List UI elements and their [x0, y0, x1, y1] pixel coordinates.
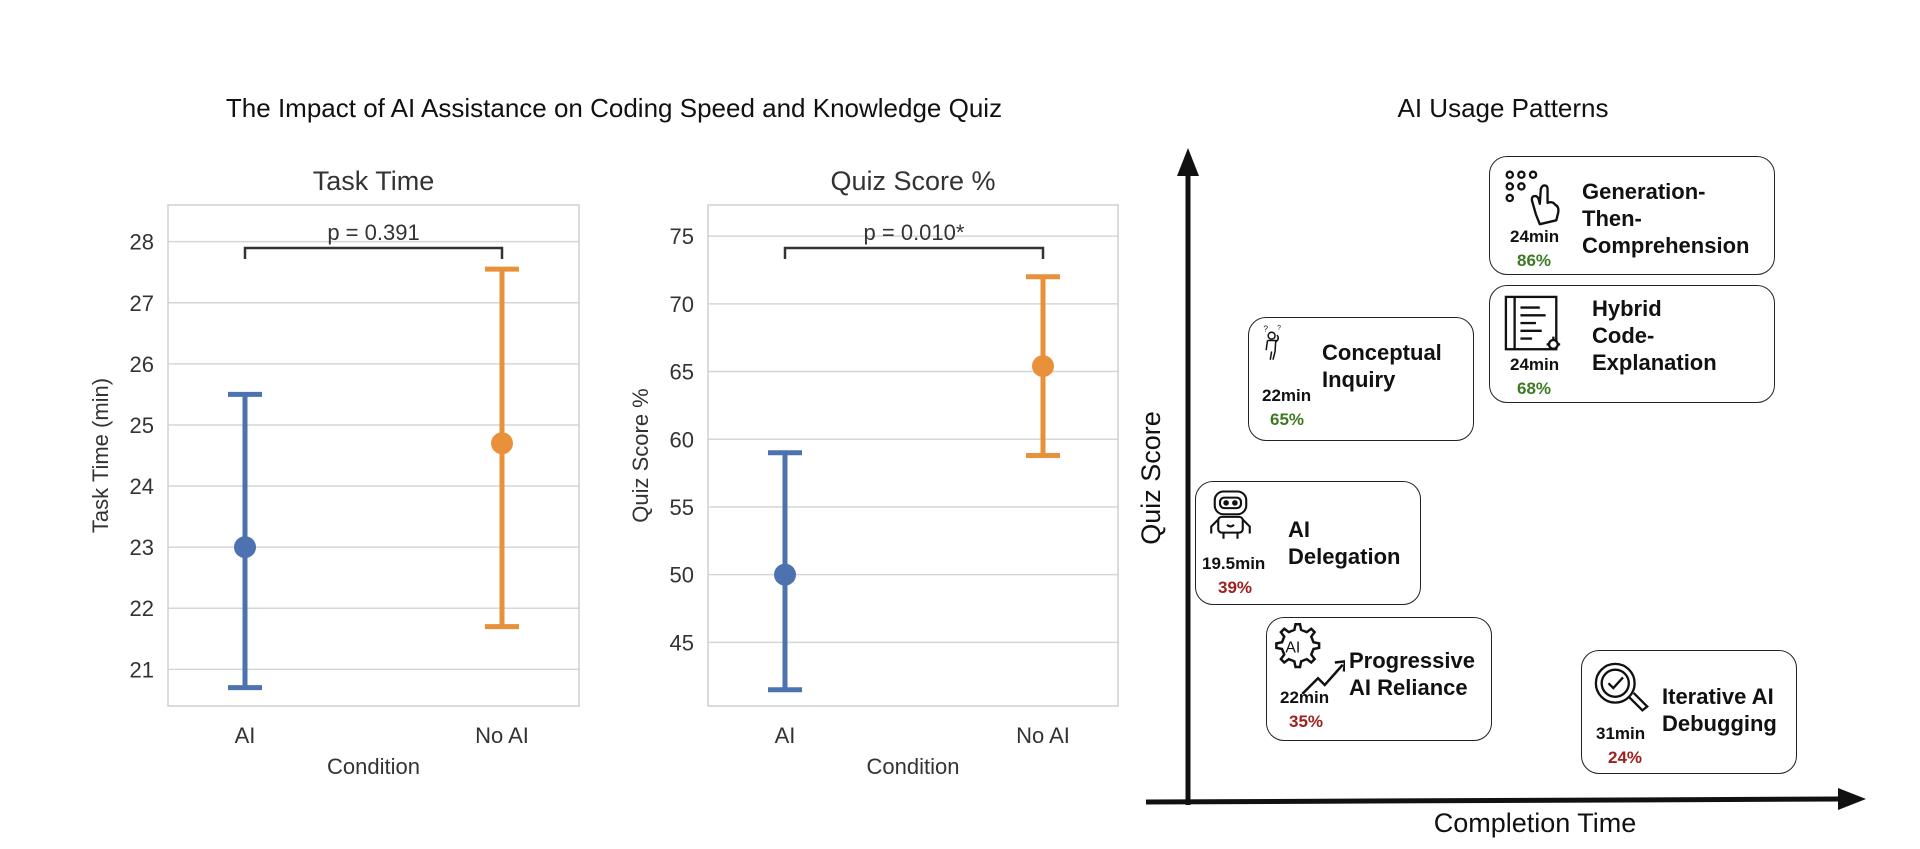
pattern-score: 24%	[1608, 748, 1643, 767]
pattern-time: 22min	[1280, 688, 1330, 707]
mean-point-0	[774, 563, 796, 586]
y-tick-label: 25	[130, 413, 154, 438]
pattern-name-line: Debugging	[1662, 711, 1777, 736]
mean-point-1	[491, 432, 513, 455]
pattern-card	[1248, 317, 1474, 441]
plot-frame	[167, 204, 580, 707]
robot-icon	[1206, 488, 1262, 549]
code-document-icon	[1503, 294, 1565, 361]
significance-bracket	[243, 246, 504, 259]
ai-gear-trend-icon: AI	[1273, 622, 1347, 699]
y-tick-label: 75	[670, 224, 694, 249]
x-axis-label: Condition	[327, 754, 420, 779]
y-tick-label: 26	[130, 352, 154, 377]
pattern-name-line: Then-	[1582, 206, 1642, 231]
svg-text:?: ?	[1263, 325, 1268, 334]
p-value-label: p = 0.010*	[864, 220, 965, 245]
pattern-time: 22min	[1262, 386, 1312, 405]
y-axis-arrowhead	[1177, 148, 1199, 176]
y-tick-label: 45	[670, 630, 694, 655]
y-tick-label: 65	[670, 360, 694, 385]
pattern-score: 39%	[1218, 578, 1253, 597]
pattern-score: 68%	[1517, 379, 1552, 398]
pattern-name-line: Explanation	[1592, 350, 1717, 375]
pattern-name-line: Progressive	[1349, 648, 1475, 673]
pattern-name-line: AI Reliance	[1349, 675, 1468, 700]
pattern-name: AI Delegation	[1288, 516, 1400, 570]
pattern-name: Generation- Then- Comprehension	[1582, 178, 1749, 259]
x-tick-label: AI	[775, 723, 796, 748]
pattern-time: 24min	[1510, 227, 1560, 246]
pattern-time: 31min	[1596, 724, 1646, 743]
x-tick-label: AI	[235, 723, 256, 748]
y-axis-label: Task Time (min)	[88, 378, 113, 533]
y-tick-label: 50	[670, 563, 694, 588]
pattern-time: 24min	[1510, 355, 1560, 374]
thinking-person-icon: ? ?	[1262, 324, 1306, 373]
y-axis-label: Quiz Score	[1136, 411, 1166, 545]
pattern-score: 65%	[1270, 410, 1305, 429]
panel-title: AI Usage Patterns	[1398, 93, 1609, 123]
y-tick-label: 22	[130, 596, 154, 621]
pattern-time: 19.5min	[1202, 554, 1266, 573]
y-tick-label: 70	[670, 292, 694, 317]
pattern-score: 35%	[1289, 712, 1324, 731]
pattern-name-line: AI	[1288, 517, 1310, 542]
pattern-name: Hybrid Code- Explanation	[1592, 295, 1717, 376]
pattern-name: Progressive AI Reliance	[1349, 647, 1475, 701]
pattern-card	[1489, 285, 1775, 403]
x-axis-label: Condition	[867, 754, 960, 779]
x-tick-label: No AI	[475, 723, 529, 748]
pattern-name-line: Code-	[1592, 323, 1655, 348]
pattern-name-line: Generation-	[1582, 179, 1706, 204]
mean-point-0	[234, 536, 256, 559]
mean-point-1	[1032, 355, 1054, 378]
error-bar-chart-1: 21 22 23 24 25 26 27 28 Task Time AI No AI Conditio…	[88, 166, 580, 779]
pattern-name: Conceptual Inquiry	[1322, 339, 1442, 393]
magnifier-check-icon	[1592, 660, 1654, 727]
x-axis-arrowhead	[1838, 788, 1866, 810]
figure-title: The Impact of AI Assistance on Coding Sp…	[226, 93, 1002, 123]
hand-tap-icon	[1503, 168, 1565, 235]
plot-frame	[707, 204, 1119, 707]
x-axis-label: Completion Time	[1434, 808, 1637, 838]
y-tick-label: 60	[670, 427, 694, 452]
chart-title: Quiz Score %	[830, 166, 995, 196]
y-tick-label: 28	[130, 230, 154, 255]
y-tick-label: 24	[130, 474, 154, 499]
pattern-name-line: Iterative AI	[1662, 684, 1774, 709]
x-axis-line	[1145, 796, 1841, 805]
y-tick-label: 21	[130, 657, 154, 682]
y-tick-label: 27	[130, 291, 154, 316]
pattern-score: 86%	[1517, 251, 1552, 270]
pattern-name-line: Inquiry	[1322, 367, 1396, 392]
y-tick-label: 23	[130, 535, 154, 560]
pattern-name: Iterative AI Debugging	[1662, 683, 1777, 737]
pattern-card	[1266, 617, 1492, 741]
x-tick-label: No AI	[1016, 723, 1070, 748]
y-tick-label: 55	[670, 495, 694, 520]
y-axis-label: Quiz Score %	[628, 388, 653, 523]
error-bar-chart-2: 45 50 55 60 65 70 75 Quiz Score % AI No AI Conditi…	[628, 166, 1119, 779]
pattern-name-line: Delegation	[1288, 544, 1401, 569]
pattern-axes: Completion Time Quiz Score	[1136, 148, 1866, 838]
p-value-label: p = 0.391	[327, 220, 419, 245]
pattern-name-line: Hybrid	[1592, 296, 1662, 321]
chart-title: Task Time	[313, 166, 435, 196]
svg-text:?: ?	[1277, 325, 1281, 332]
svg-text:AI: AI	[1285, 639, 1300, 656]
significance-bracket	[783, 246, 1045, 259]
pattern-name-line: Comprehension	[1582, 233, 1750, 258]
pattern-name-line: Conceptual	[1322, 340, 1442, 365]
